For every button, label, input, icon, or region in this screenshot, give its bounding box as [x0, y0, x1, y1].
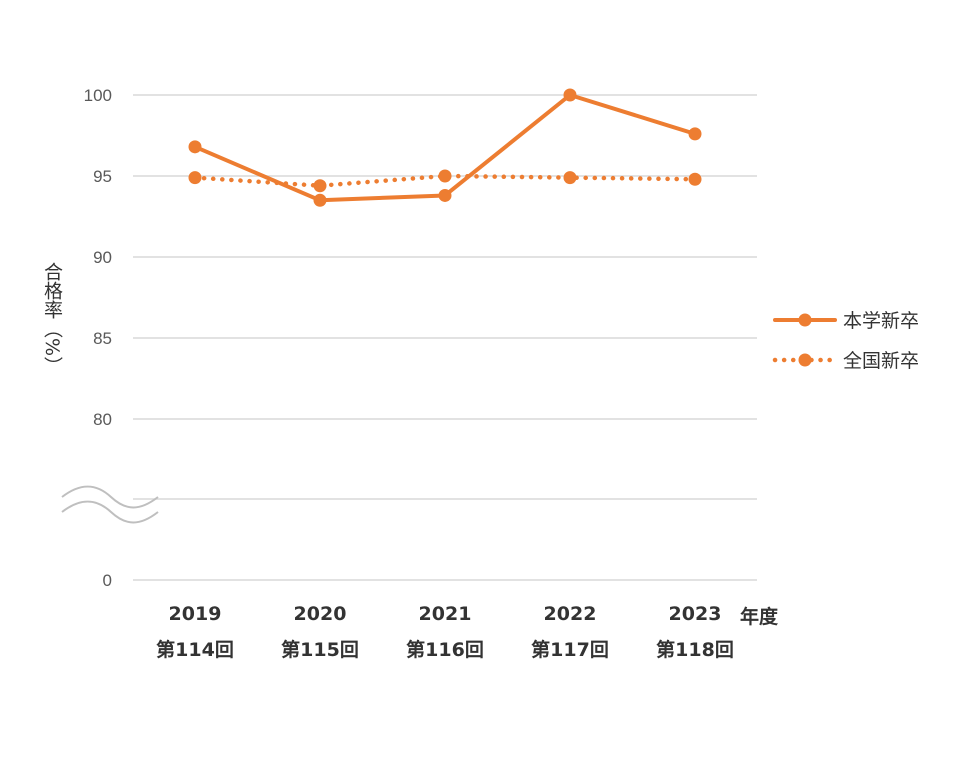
x-tick-sublabel: 第114回: [156, 638, 234, 661]
legend-marker: [798, 313, 812, 327]
y-axis-title-text: 合格率（%）: [41, 262, 63, 375]
x-tick-sublabel: 第116回: [406, 638, 484, 661]
data-point: [563, 171, 577, 185]
x-tick-label: 2023: [669, 603, 722, 625]
data-point: [688, 127, 702, 141]
x-tick-label: 2019: [169, 603, 222, 625]
data-point: [563, 88, 577, 102]
x-tick-label: 2022: [544, 603, 597, 625]
y-tick-label: 100: [84, 86, 112, 105]
x-tick-label: 2021: [419, 603, 472, 625]
y-tick-label: 95: [93, 167, 112, 186]
y-axis-title: 合格率（%）: [41, 262, 63, 375]
axis-break-symbol: [61, 485, 159, 524]
gridlines: [133, 94, 757, 581]
data-point: [313, 193, 327, 207]
series-line: [192, 173, 698, 188]
y-tick-label: 90: [93, 248, 112, 267]
legend-label: 全国新卒: [843, 350, 919, 372]
y-tick-label: 85: [93, 329, 112, 348]
y-tick-label: 0: [103, 571, 112, 590]
data-point: [688, 172, 702, 186]
series-line: [193, 93, 697, 203]
series-layer: [188, 88, 702, 207]
data-point: [438, 188, 452, 202]
x-tick-sublabel: 第117回: [531, 638, 609, 661]
x-axis-unit-label: 年度: [740, 605, 779, 628]
data-point: [188, 140, 202, 154]
x-tick-sublabel: 第115回: [281, 638, 359, 661]
data-point: [438, 169, 452, 183]
y-tick-labels: 100 95 90 85 80 0: [84, 86, 112, 590]
y-tick-label: 80: [93, 410, 112, 429]
x-tick-sublabel: 第118回: [656, 638, 734, 661]
legend-label: 本学新卒: [843, 310, 919, 332]
x-tick-label: 2020: [294, 603, 347, 625]
x-tick-labels: 2019 第114回 2020 第115回 2021 第116回 2022 第117回 2023…: [156, 603, 734, 661]
legend-marker: [798, 353, 812, 367]
data-point: [313, 179, 327, 193]
data-point: [188, 171, 202, 185]
